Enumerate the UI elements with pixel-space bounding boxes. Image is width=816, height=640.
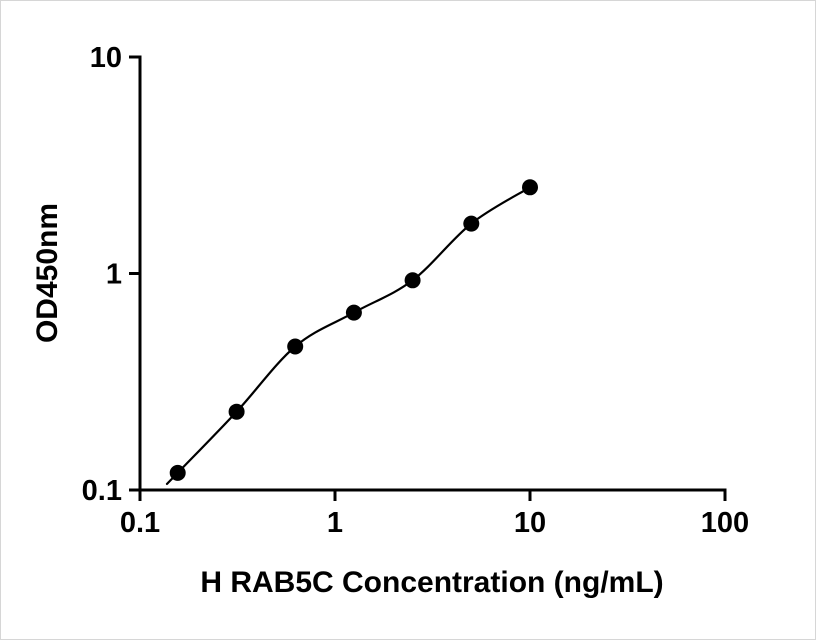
x-tick-label: 0.1 — [120, 507, 160, 539]
x-axis-label: H RAB5C Concentration (ng/mL) — [200, 566, 663, 599]
tick-labels: 0.1 1 10 100 0.1 1 10 — [82, 42, 750, 539]
y-tick-label: 0.1 — [82, 475, 122, 507]
data-point-marker — [522, 179, 538, 196]
x-tick-label: 100 — [701, 507, 749, 539]
y-axis-label: OD450nm — [31, 203, 64, 343]
y-tick-label: 1 — [106, 259, 122, 291]
axis-lines — [138, 55, 727, 492]
axes — [138, 55, 727, 492]
tick-marks — [129, 55, 727, 501]
fitted-curve — [165, 186, 532, 485]
x-tick-label: 10 — [514, 507, 546, 539]
data-point-marker — [169, 464, 186, 481]
data-points — [169, 179, 538, 481]
data-point-marker — [345, 304, 362, 321]
data-point-marker — [404, 272, 421, 289]
data-point-marker — [463, 215, 480, 232]
data-point-marker — [228, 403, 245, 420]
x-tick-label: 1 — [327, 507, 343, 539]
y-tick-label: 10 — [90, 42, 122, 74]
data-point-marker — [287, 338, 304, 355]
